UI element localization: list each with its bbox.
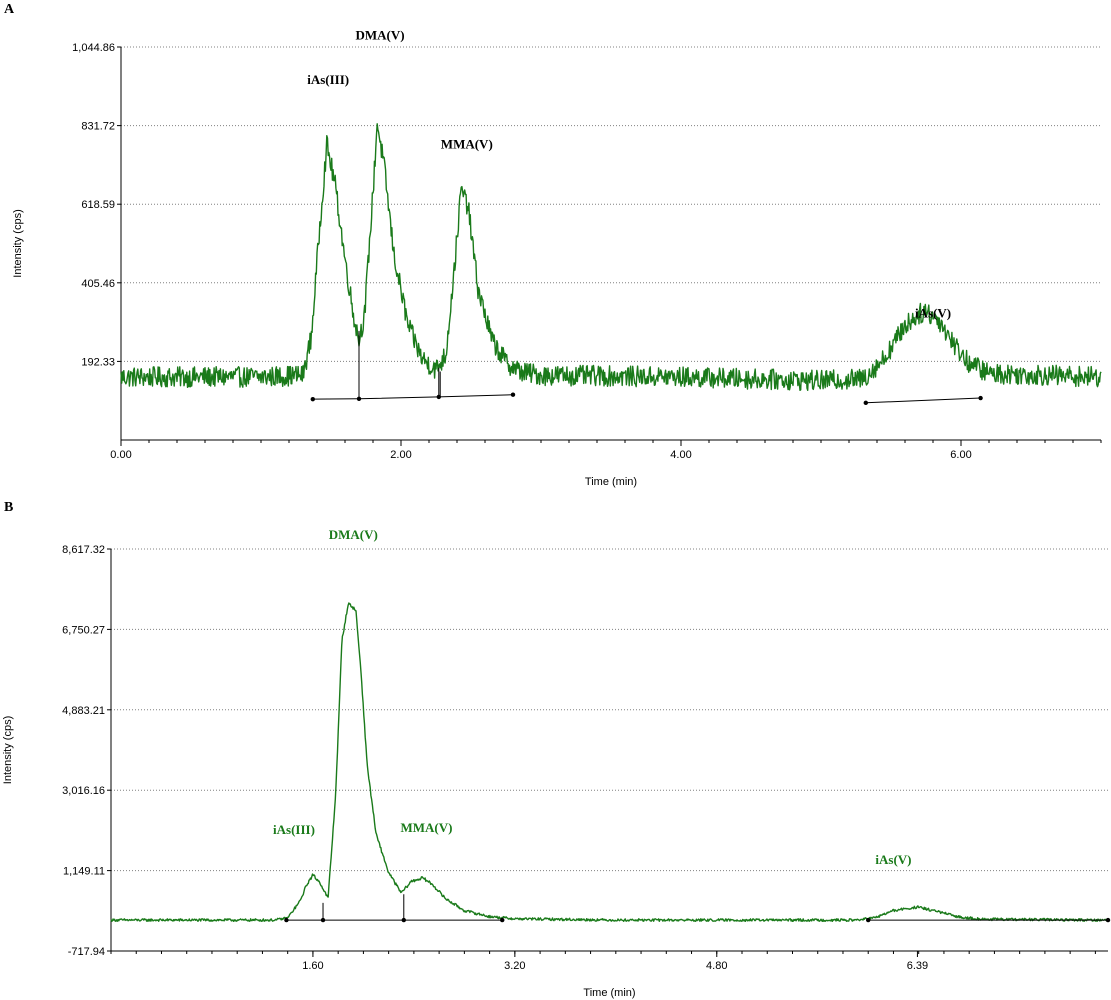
y-tick-label: 831.72 [81, 121, 115, 133]
peak-label: DMA(V) [355, 28, 404, 43]
x-tick-label: 2.00 [390, 449, 411, 461]
y-axis-title: Intensity (cps) [12, 209, 24, 277]
y-tick-label: 618.59 [81, 199, 115, 211]
panel-letter: A [4, 2, 15, 17]
y-tick-label: 3,016.16 [62, 785, 105, 797]
baseline-marker [866, 917, 871, 923]
peak-label: iAs(III) [307, 72, 349, 87]
y-tick-label: 192.33 [81, 356, 115, 368]
x-tick-label: 4.00 [670, 449, 691, 461]
y-tick-label: 1,149.11 [63, 866, 105, 878]
y-tick-label: 1,044.86 [72, 42, 115, 54]
x-tick-label: 0.00 [110, 449, 131, 461]
chart-panel-a: A 192.33 405.46 618.59 831.72 1,044.86 0.00 2.0… [4, 2, 1102, 488]
x-tick-label: 1.60 [302, 960, 323, 972]
x-tick-label: 6.39 [907, 960, 928, 972]
panel-letter: B [4, 500, 13, 515]
baseline-marker [978, 395, 983, 401]
baseline-marker [510, 392, 516, 397]
y-tick-label: 8,617.32 [62, 544, 105, 556]
integration-baseline [865, 397, 981, 404]
y-tick-label: 6,750.27 [62, 624, 105, 636]
series-line [120, 123, 1102, 391]
x-axis-title: Time (min) [585, 476, 637, 488]
baseline-marker [284, 917, 289, 923]
chart-panel-b: B -717.94 1,149.11 3,016.16 4,883.21 6,750.27… [2, 500, 1111, 999]
peak-label: iAs(V) [875, 852, 911, 867]
x-tick-label: 3.20 [504, 960, 525, 972]
y-tick-label: 405.46 [81, 278, 115, 290]
baseline-marker [310, 396, 315, 402]
peak-label: iAs(V) [915, 305, 951, 320]
series-line [110, 602, 1109, 922]
peak-label: MMA(V) [441, 136, 493, 151]
integration-baseline [312, 394, 514, 400]
baseline-marker [863, 400, 868, 406]
y-tick-label: -717.94 [68, 946, 105, 958]
x-tick-label: 4.80 [706, 960, 727, 972]
baseline-marker [1105, 917, 1111, 923]
y-axis-title: Intensity (cps) [2, 716, 14, 784]
peak-label: iAs(III) [273, 822, 315, 837]
peak-label: DMA(V) [329, 527, 378, 542]
baseline-marker [500, 917, 505, 923]
x-axis-title: Time (min) [583, 987, 635, 999]
y-tick-label: 4,883.21 [62, 705, 105, 717]
x-tick-label: 6.00 [950, 449, 971, 461]
peak-label: MMA(V) [401, 820, 453, 835]
